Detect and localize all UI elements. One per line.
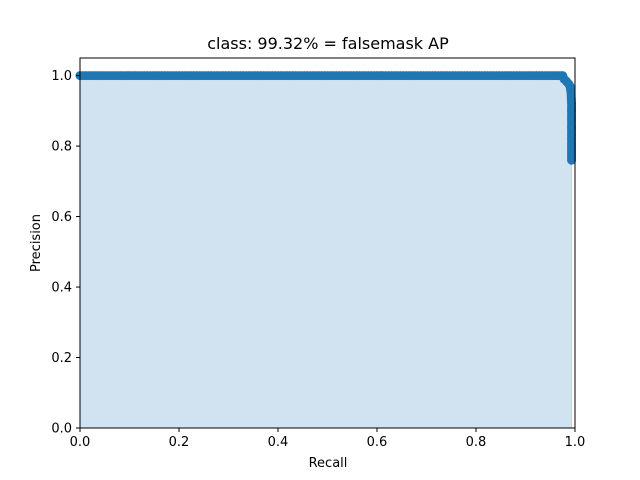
y-tick-label: 0.6 — [51, 210, 72, 225]
y-tick-label: 0.8 — [51, 140, 72, 155]
y-axis-ticks: 0.0 0.2 0.4 0.6 0.8 1.0 — [51, 69, 80, 437]
x-tick-label: 0.6 — [367, 435, 388, 450]
x-tick-label: 1.0 — [565, 435, 586, 450]
y-tick-label: 0.4 — [51, 281, 72, 296]
y-tick-label: 0.0 — [51, 422, 72, 437]
area-fill — [80, 75, 572, 428]
x-tick-label: 0.8 — [466, 435, 487, 450]
x-axis-label: Recall — [309, 456, 348, 471]
y-axis-label: Precision — [29, 214, 44, 272]
axes-frame — [79, 57, 576, 429]
x-tick-label: 0.4 — [268, 435, 289, 450]
x-tick-label: 0.0 — [70, 435, 91, 450]
x-axis-ticks: 0.0 0.2 0.4 0.6 0.8 1.0 — [70, 428, 586, 450]
chart-title: class: 99.32% = falsemask AP — [207, 34, 449, 53]
pr-point — [567, 155, 577, 165]
pr-markers — [75, 71, 577, 165]
plot-area — [75, 71, 577, 428]
x-tick-label: 0.2 — [169, 435, 190, 450]
y-tick-label: 0.2 — [51, 351, 72, 366]
y-tick-label: 1.0 — [51, 69, 72, 84]
